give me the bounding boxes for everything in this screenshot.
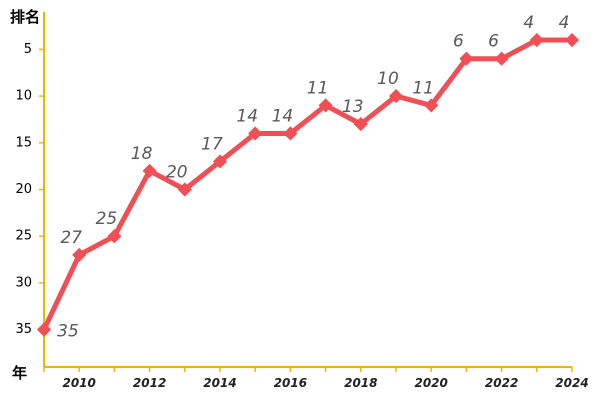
y-tick-label: 35 <box>15 322 32 337</box>
data-label: 4 <box>559 13 570 33</box>
y-tick-label: 20 <box>15 182 32 197</box>
y-axis-label: 排名 <box>10 8 40 26</box>
data-point <box>494 51 509 66</box>
data-label: 14 <box>236 106 258 126</box>
data-label: 6 <box>453 32 464 52</box>
x-tick-label: 2018 <box>344 376 377 390</box>
x-tick-label: 2016 <box>274 376 307 390</box>
data-label: 11 <box>307 78 329 98</box>
y-tick-label: 25 <box>15 229 32 244</box>
data-point <box>564 32 580 48</box>
x-tick-label: 2010 <box>62 376 95 390</box>
data-point <box>212 154 228 169</box>
data-point <box>353 117 368 132</box>
data-point <box>283 126 298 141</box>
data-labels-layer: 35 27 25 18 20 17 14 14 11 13 10 11 6 6 4 4 <box>57 13 569 342</box>
data-label: 35 <box>57 322 79 342</box>
data-point <box>529 32 544 48</box>
data-point <box>248 126 263 141</box>
y-tick-label: 5 <box>24 42 32 57</box>
data-point <box>459 51 474 66</box>
data-label: 20 <box>166 163 188 183</box>
x-tick-label: 2012 <box>133 376 166 390</box>
x-axis-label: 年 <box>12 364 27 382</box>
data-label: 25 <box>96 209 118 229</box>
x-tick-label: 2022 <box>485 376 518 390</box>
axes-layer: 排名 年 <box>10 8 572 382</box>
y-tick-label: 10 <box>15 89 32 104</box>
x-tick-label: 2020 <box>414 376 447 390</box>
data-label: 6 <box>488 32 499 52</box>
data-label: 10 <box>377 69 399 89</box>
x-tick-label: 2024 <box>555 376 588 390</box>
data-point <box>177 182 192 197</box>
y-tick-label: 30 <box>15 275 32 290</box>
data-label: 17 <box>201 134 223 154</box>
data-point <box>36 322 52 337</box>
data-label: 13 <box>342 97 364 117</box>
data-point <box>318 98 333 113</box>
data-label: 11 <box>412 78 434 98</box>
data-point <box>424 98 439 113</box>
data-label: 27 <box>60 228 82 248</box>
data-point <box>142 163 157 178</box>
data-point <box>388 89 404 104</box>
series-line <box>41 37 575 333</box>
y-tick-label: 15 <box>15 135 32 150</box>
data-label: 14 <box>272 106 294 126</box>
data-label: 4 <box>523 13 534 33</box>
series-layer <box>36 32 580 337</box>
x-tick-label: 2014 <box>203 376 236 390</box>
data-label: 18 <box>131 144 153 164</box>
